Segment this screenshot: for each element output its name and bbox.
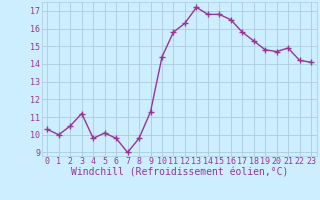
X-axis label: Windchill (Refroidissement éolien,°C): Windchill (Refroidissement éolien,°C) [70,168,288,178]
